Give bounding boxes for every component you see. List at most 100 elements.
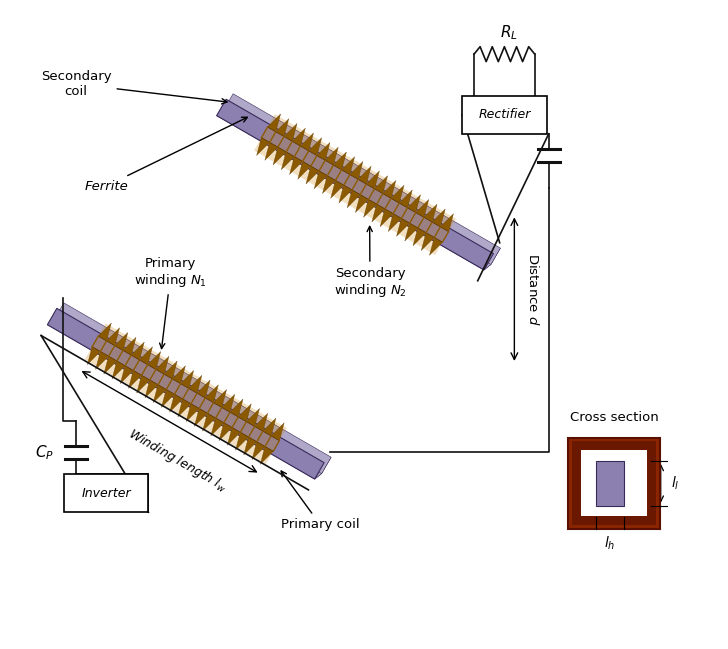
Polygon shape <box>165 361 177 379</box>
Polygon shape <box>298 162 311 179</box>
Polygon shape <box>440 214 454 232</box>
Polygon shape <box>47 308 324 479</box>
Polygon shape <box>281 152 294 170</box>
Polygon shape <box>416 199 429 217</box>
Polygon shape <box>317 142 330 160</box>
Polygon shape <box>484 248 500 270</box>
Polygon shape <box>173 366 186 384</box>
Polygon shape <box>148 352 161 369</box>
Polygon shape <box>170 395 183 412</box>
Polygon shape <box>333 152 347 169</box>
Polygon shape <box>112 361 125 379</box>
Polygon shape <box>358 166 371 184</box>
Polygon shape <box>372 204 385 222</box>
Polygon shape <box>178 399 191 417</box>
Text: Ferrite: Ferrite <box>84 117 248 193</box>
Polygon shape <box>347 190 360 208</box>
Polygon shape <box>273 147 286 165</box>
Bar <box>581 450 646 516</box>
Polygon shape <box>153 385 166 402</box>
Text: Winding length $l_w$: Winding length $l_w$ <box>125 426 230 496</box>
Polygon shape <box>422 233 434 251</box>
Polygon shape <box>194 409 207 426</box>
Polygon shape <box>339 185 352 203</box>
Polygon shape <box>363 199 376 217</box>
Polygon shape <box>55 303 331 474</box>
Polygon shape <box>98 323 111 341</box>
Polygon shape <box>238 404 251 422</box>
Polygon shape <box>309 138 322 155</box>
Polygon shape <box>189 375 202 393</box>
Polygon shape <box>211 418 223 436</box>
Polygon shape <box>95 352 108 369</box>
Polygon shape <box>366 171 379 189</box>
Polygon shape <box>230 399 243 417</box>
Polygon shape <box>217 110 491 270</box>
Polygon shape <box>397 219 410 236</box>
Polygon shape <box>256 138 269 156</box>
Text: Rectifier: Rectifier <box>478 108 531 121</box>
Polygon shape <box>47 319 322 479</box>
Polygon shape <box>284 123 297 141</box>
Polygon shape <box>375 176 387 193</box>
Polygon shape <box>244 437 257 455</box>
Polygon shape <box>314 171 327 189</box>
Polygon shape <box>140 347 153 365</box>
Polygon shape <box>145 380 158 398</box>
Polygon shape <box>268 114 280 132</box>
Polygon shape <box>325 147 339 165</box>
Polygon shape <box>252 442 265 459</box>
Text: $l_h$: $l_h$ <box>604 535 616 552</box>
Text: $l_l$: $l_l$ <box>670 474 679 492</box>
Polygon shape <box>341 156 355 175</box>
Polygon shape <box>272 422 284 441</box>
Polygon shape <box>331 180 344 199</box>
Polygon shape <box>156 356 169 374</box>
Polygon shape <box>123 337 136 355</box>
Polygon shape <box>235 432 248 450</box>
Bar <box>64 474 149 512</box>
Polygon shape <box>162 389 175 408</box>
Polygon shape <box>137 375 150 393</box>
Polygon shape <box>424 204 437 222</box>
Bar <box>596 461 624 506</box>
Polygon shape <box>104 356 116 374</box>
Polygon shape <box>217 99 494 270</box>
Polygon shape <box>202 413 215 431</box>
Polygon shape <box>115 332 128 350</box>
Polygon shape <box>388 214 401 232</box>
Text: $R_L$: $R_L$ <box>500 23 518 42</box>
Polygon shape <box>222 394 235 412</box>
Polygon shape <box>323 176 336 193</box>
Polygon shape <box>314 457 331 479</box>
Polygon shape <box>413 228 426 246</box>
Bar <box>568 437 660 529</box>
Polygon shape <box>400 190 412 208</box>
Polygon shape <box>306 166 319 184</box>
Polygon shape <box>293 128 305 146</box>
Polygon shape <box>186 404 199 422</box>
Text: Secondary
coil: Secondary coil <box>41 70 227 104</box>
Polygon shape <box>380 209 393 227</box>
Polygon shape <box>391 185 404 203</box>
Polygon shape <box>432 209 446 227</box>
Polygon shape <box>290 157 303 175</box>
Bar <box>572 441 656 525</box>
Polygon shape <box>219 423 232 441</box>
Polygon shape <box>255 413 268 431</box>
Polygon shape <box>265 143 278 160</box>
Text: Primary
winding $N_1$: Primary winding $N_1$ <box>135 257 207 349</box>
Polygon shape <box>405 223 418 241</box>
Polygon shape <box>254 114 456 255</box>
Polygon shape <box>197 380 210 398</box>
Polygon shape <box>87 347 100 365</box>
Text: $C_P$: $C_P$ <box>35 443 54 462</box>
Polygon shape <box>260 447 273 465</box>
Polygon shape <box>181 371 194 388</box>
Polygon shape <box>223 93 500 265</box>
Polygon shape <box>128 371 141 388</box>
Polygon shape <box>355 195 368 213</box>
Bar <box>462 96 547 134</box>
Polygon shape <box>120 366 133 384</box>
Polygon shape <box>84 323 287 464</box>
